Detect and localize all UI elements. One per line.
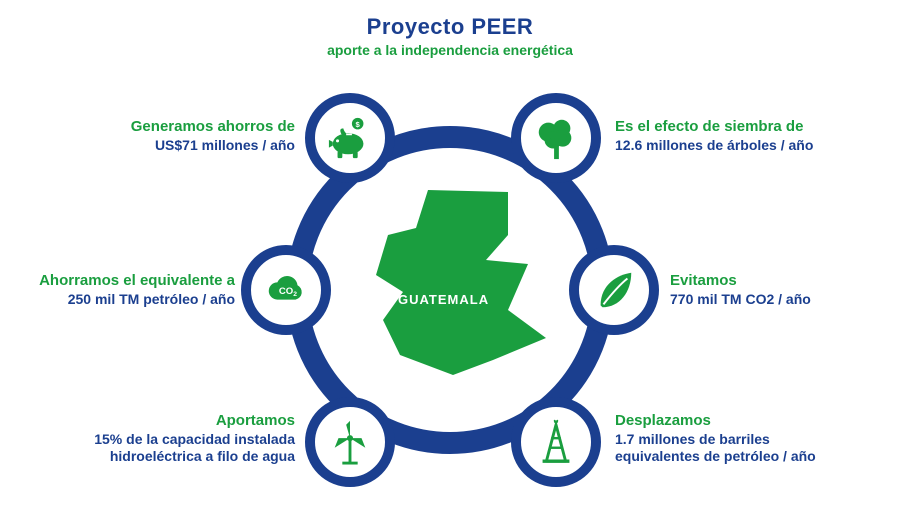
co2-cloud-icon: CO2 [263,267,309,313]
label-rig-line2-1: equivalentes de petróleo / año [615,448,870,466]
node-co2: CO2 [241,245,331,335]
piggy-bank-dollar-icon: $ [327,115,373,161]
label-savings: Generamos ahorros deUS$71 millones / año [100,118,295,154]
label-co2-line2-0: 250 mil TM petróleo / año [30,291,235,309]
label-savings-line2-0: US$71 millones / año [100,137,295,155]
svg-text:CO: CO [279,286,294,297]
label-co2: Ahorramos el equivalente a250 mil TM pet… [30,272,235,308]
label-wind: Aportamos15% de la capacidad instaladahi… [60,412,295,466]
node-trees [511,93,601,183]
label-trees: Es el efecto de siembra de12.6 millones … [615,118,875,154]
svg-text:2: 2 [293,291,297,298]
label-trees-line2-0: 12.6 millones de árboles / año [615,137,875,155]
guatemala-map [358,180,558,380]
label-rig: Desplazamos1.7 millones de barrilesequiv… [615,412,870,466]
label-trees-line1: Es el efecto de siembra de [615,118,875,137]
node-leaf [569,245,659,335]
oil-rig-icon [533,419,579,465]
label-leaf-line2-0: 770 mil TM CO2 / año [670,291,880,309]
wind-turbine-icon [327,419,373,465]
node-wind [305,397,395,487]
title-block: Proyecto PEER aporte a la independencia e… [0,14,900,58]
tree-icon [533,115,579,161]
label-rig-line2-0: 1.7 millones de barriles [615,431,870,449]
label-co2-line1: Ahorramos el equivalente a [30,272,235,291]
label-wind-line1: Aportamos [60,412,295,431]
node-savings: $ [305,93,395,183]
label-leaf-line1: Evitamos [670,272,880,291]
label-savings-line1: Generamos ahorros de [100,118,295,137]
title-sub: aporte a la independencia energética [0,42,900,58]
center-label: GUATEMALA [398,292,489,307]
label-wind-line2-0: 15% de la capacidad instalada [60,431,295,449]
label-rig-line1: Desplazamos [615,412,870,431]
svg-text:$: $ [356,120,361,129]
label-wind-line2-1: hidroeléctrica a filo de agua [60,448,295,466]
label-leaf: Evitamos770 mil TM CO2 / año [670,272,880,308]
node-rig [511,397,601,487]
leaf-icon [591,267,637,313]
title-main: Proyecto PEER [0,14,900,40]
